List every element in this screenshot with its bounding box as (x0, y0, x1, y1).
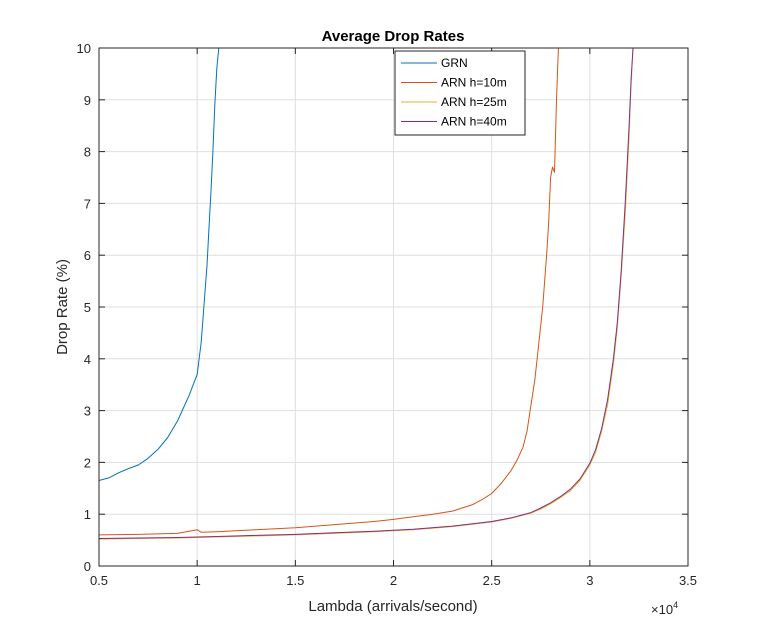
chart-title: Average Drop Rates (322, 28, 465, 45)
y-tick-label: 6 (84, 248, 91, 263)
y-tick-label: 8 (84, 145, 91, 160)
x-tick-label: 0.5 (90, 573, 108, 588)
y-tick-label: 3 (84, 404, 91, 419)
x-axis-exponent-power: 4 (673, 600, 678, 610)
series-line-arn-h-10m (98, 47, 559, 536)
y-tick-label: 1 (84, 507, 91, 522)
y-tick-label: 4 (84, 352, 91, 367)
series-line-arn-h-40m (98, 47, 634, 539)
x-tick-label: 3.5 (679, 573, 697, 588)
x-tick-label: 3 (586, 573, 593, 588)
y-tick-label: 2 (84, 455, 91, 470)
x-tick-label: 2.5 (483, 573, 501, 588)
x-axis-exponent: ×104 (651, 600, 678, 617)
legend-label: ARN h=40m (441, 115, 507, 129)
legend-label: GRN (441, 56, 468, 70)
legend: GRN ARN h=10m ARN h=25m ARN h=40m (394, 50, 526, 136)
legend-label: ARN h=25m (441, 95, 507, 109)
y-tick-label: 9 (84, 93, 91, 108)
x-tick-label: 2 (390, 573, 397, 588)
x-axis-exponent-base: ×10 (651, 602, 673, 617)
series-lines (98, 47, 634, 540)
y-tick-label: 0 (84, 559, 91, 574)
y-tick-label: 5 (84, 300, 91, 315)
axis-ticks: 0.5 1 1.5 2 2.5 3 3.5 0 1 2 3 4 5 6 7 8 9 10 (77, 41, 698, 588)
x-tick-label: 1 (194, 573, 201, 588)
x-axis-label: Lambda (arrivals/second) (308, 598, 477, 615)
series-line-grn (98, 47, 220, 481)
x-tick-label: 1.5 (286, 573, 304, 588)
y-tick-label: 10 (77, 41, 91, 56)
y-tick-label: 7 (84, 196, 91, 211)
y-axis-label: Drop Rate (%) (54, 259, 71, 355)
legend-label: ARN h=10m (441, 76, 507, 90)
